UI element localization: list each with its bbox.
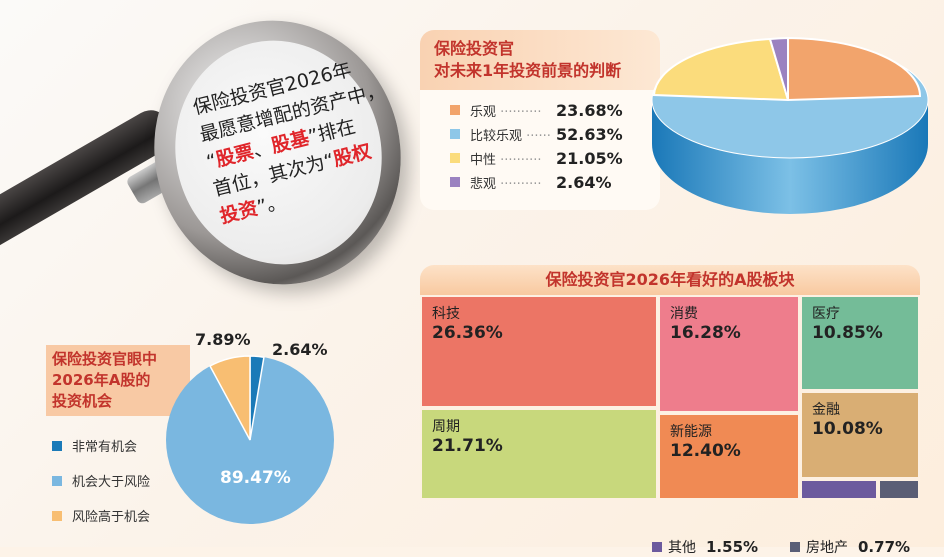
sector-other <box>800 479 878 500</box>
outlook-panel: 保险投资官 对未来1年投资前景的判断 乐观23.68% 比较乐观52.63% 中… <box>420 30 660 210</box>
sector-panel: 保险投资官2026年看好的A股板块 科技 26.36% 周期 21.71% 消费 16… <box>420 265 920 556</box>
outlook-title: 保险投资官 对未来1年投资前景的判断 <box>420 30 660 90</box>
sector-consumer: 消费 16.28% <box>658 295 800 413</box>
outlook-legend: 乐观23.68% 比较乐观52.63% 中性21.05% 悲观2.64% <box>420 90 660 194</box>
legend-item: 悲观2.64% <box>450 170 660 194</box>
label-very-opportunity: 2.64% <box>272 340 328 359</box>
label-risk-higher: 7.89% <box>195 330 251 349</box>
sector-title: 保险投资官2026年看好的A股板块 <box>420 265 920 295</box>
sector-finance: 金融 10.08% <box>800 391 920 479</box>
legend-item: 机会大于风险 <box>52 463 150 498</box>
legend-item: 风险高于机会 <box>52 498 150 533</box>
legend-real-estate: 房地产 0.77% <box>790 537 910 557</box>
sector-real-estate <box>878 479 920 500</box>
outlook-pie-3d <box>651 36 929 214</box>
legend-item: 中性21.05% <box>450 146 660 170</box>
legend-item: 非常有机会 <box>52 428 150 463</box>
legend-item: 乐观23.68% <box>450 98 660 122</box>
legend-other: 其他 1.55% <box>652 537 758 557</box>
opportunity-title: 保险投资官眼中 2026年A股的 投资机会 <box>46 345 190 416</box>
sector-treemap: 科技 26.36% 周期 21.71% 消费 16.28% 新能源 12.40% 医疗 1… <box>420 295 920 556</box>
opportunity-legend: 非常有机会 机会大于风险 风险高于机会 <box>52 428 150 533</box>
sector-tech: 科技 26.36% <box>420 295 658 408</box>
legend-item: 比较乐观52.63% <box>450 122 660 146</box>
opportunity-pie <box>166 355 334 524</box>
label-opportunity-greater: 89.47% <box>220 468 291 488</box>
sector-cyclical: 周期 21.71% <box>420 408 658 500</box>
sector-healthcare: 医疗 10.85% <box>800 295 920 391</box>
sector-new-energy: 新能源 12.40% <box>658 413 800 500</box>
